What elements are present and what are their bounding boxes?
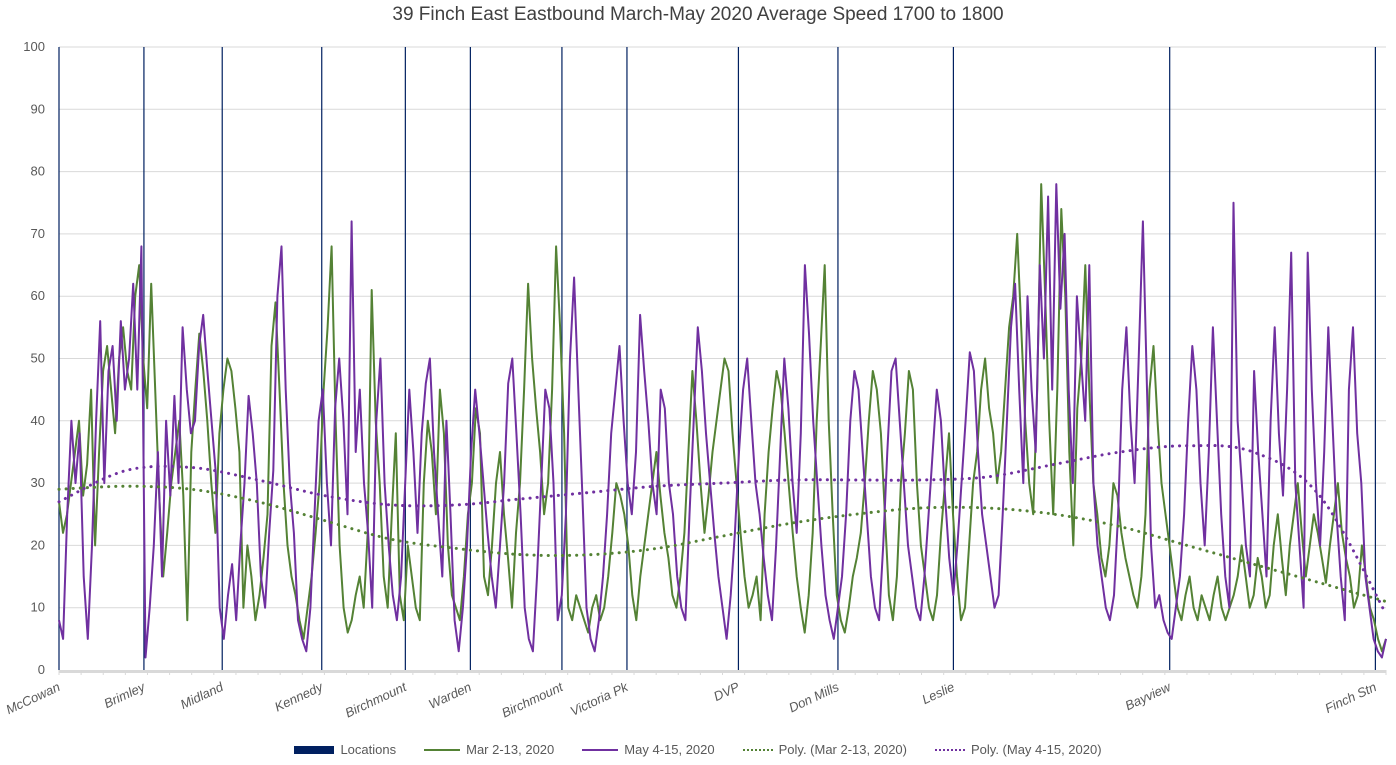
y-tick-label: 80 — [31, 164, 45, 179]
y-tick-label: 90 — [31, 101, 45, 116]
legend-label: Locations — [340, 742, 397, 757]
legend-item-poly-mar[interactable]: Poly. (Mar 2-13, 2020) — [742, 742, 907, 757]
legend-swatch-locations — [294, 745, 335, 754]
legend-swatch-poly-may — [935, 748, 965, 751]
x-tick-label: Birchmount — [343, 679, 410, 721]
y-tick-label: 0 — [38, 662, 45, 677]
x-tick-label: Brimley — [102, 678, 149, 711]
y-axis-ticks: 0 10 20 30 40 50 60 70 80 90 100 — [23, 39, 45, 677]
x-tick-label: Birchmount — [499, 679, 566, 721]
x-tick-label: Kennedy — [272, 678, 326, 714]
legend-label: Mar 2-13, 2020 — [466, 742, 555, 757]
trendline-mar — [57, 484, 1388, 603]
x-tick-label: Don Mills — [786, 679, 841, 715]
legend-swatch-mar — [424, 748, 461, 751]
y-tick-label: 50 — [31, 351, 45, 366]
y-tick-label: 10 — [31, 600, 45, 615]
x-tick-label: Warden — [426, 679, 473, 712]
legend-label: Poly. (May 4-15, 2020) — [971, 742, 1102, 757]
y-tick-label: 30 — [31, 475, 45, 490]
legend-label: Poly. (Mar 2-13, 2020) — [778, 742, 907, 757]
legend-item-poly-may[interactable]: Poly. (May 4-15, 2020) — [935, 742, 1102, 757]
series-line-may — [58, 183, 1387, 659]
y-tick-label: 60 — [31, 288, 45, 303]
legend-swatch-poly-mar — [742, 748, 773, 751]
legend-label: May 4-15, 2020 — [624, 742, 715, 757]
chart-title: 39 Finch East Eastbound March-May 2020 A… — [392, 4, 1004, 25]
x-axis-labels: McCowan Brimley Midland Kennedy Birchmount Wa… — [4, 678, 1379, 720]
y-tick-label: 100 — [23, 39, 45, 54]
x-axis — [58, 670, 1387, 675]
x-tick-label: DVP — [711, 679, 742, 704]
legend-item-locations[interactable]: Locations — [294, 742, 396, 757]
trendline-may — [57, 444, 1388, 616]
x-tick-label: Finch Stn — [1323, 679, 1379, 716]
legend-swatch-may — [582, 748, 619, 751]
y-tick-label: 70 — [31, 226, 45, 241]
series-line-mar — [58, 183, 1387, 653]
legend: Locations Mar 2-13, 2020 May 4-15, 2020 … — [0, 742, 1396, 757]
y-tick-label: 40 — [31, 413, 45, 428]
x-tick-label: Bayview — [1123, 678, 1175, 713]
x-tick-label: McCowan — [4, 679, 63, 717]
y-tick-label: 20 — [31, 537, 45, 552]
series-group — [57, 183, 1388, 659]
legend-item-may[interactable]: May 4-15, 2020 — [582, 742, 715, 757]
x-tick-label: Leslie — [920, 679, 957, 707]
legend-item-mar[interactable]: Mar 2-13, 2020 — [424, 742, 554, 757]
x-tick-label: Victoria Pk — [568, 678, 632, 718]
x-tick-label: Midland — [178, 679, 226, 712]
